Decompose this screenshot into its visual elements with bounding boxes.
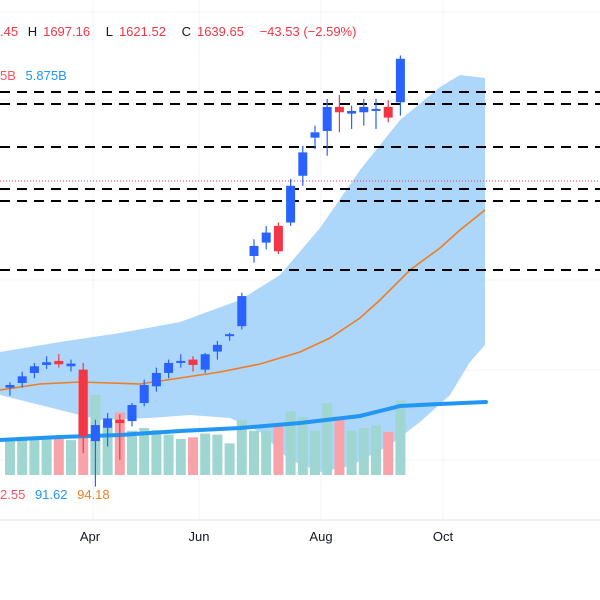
volume-legend: 5B 5.875B (0, 67, 73, 85)
candle-body (115, 419, 125, 424)
x-tick-label-apr: Apr (79, 529, 101, 544)
ohlc-low-value: 1621.52 (118, 24, 166, 39)
candle-body (200, 354, 210, 370)
volume-bar (163, 434, 174, 475)
volume-bar (310, 430, 320, 475)
indicator-value-a: 2.55 (0, 487, 26, 502)
volume-bar (383, 431, 394, 475)
candle-body (54, 360, 64, 365)
envelope-band (0, 75, 485, 472)
candle-body (176, 360, 186, 363)
candle-body (139, 384, 149, 404)
candle-body (66, 363, 76, 367)
candle-body (103, 418, 113, 428)
ohlc-close-value: 1639.65 (196, 24, 244, 39)
candle-body (371, 108, 381, 111)
candle-body (286, 185, 296, 223)
volume-bar (151, 430, 162, 475)
volume-bar (395, 400, 406, 475)
candle-body (212, 344, 222, 352)
candle-body (383, 106, 393, 118)
volume-bar (322, 403, 333, 475)
volume-bar (17, 436, 28, 475)
volume-bar (297, 417, 308, 475)
candle-body (5, 384, 15, 388)
volume-bar (188, 437, 198, 475)
volume-bar (200, 433, 211, 475)
x-tick-label-jun: Jun (188, 529, 210, 544)
candle-body (249, 245, 259, 256)
volume-bar (285, 411, 296, 475)
candle-body (322, 106, 332, 131)
volume-bar (175, 439, 186, 475)
volume-value-b: 5.875B (25, 68, 67, 83)
candle-body (237, 296, 247, 327)
indicator-value-c: 94.18 (77, 487, 110, 502)
volume-bar (53, 439, 64, 475)
candle-body (359, 106, 369, 113)
candle-body (395, 58, 405, 103)
candle-body (188, 359, 198, 365)
volume-bar (371, 425, 381, 475)
ohlc-open-value: .45 (0, 24, 19, 39)
indicator-value-b: 91.62 (34, 487, 68, 502)
candle-body (347, 110, 357, 114)
moving-average-line (0, 209, 486, 391)
volume-bar (212, 434, 223, 475)
ohlc-high-value: 1697.16 (43, 24, 91, 39)
candle-body (261, 232, 271, 243)
candle-body (164, 362, 174, 373)
volume-bar (139, 428, 150, 475)
volume-bar (249, 430, 259, 475)
volume-bar (41, 439, 52, 475)
ohlc-high-label: H (27, 24, 38, 39)
candle-body (17, 376, 27, 383)
candle-body (310, 132, 320, 138)
ohlc-close-label: C (181, 24, 191, 39)
volume-bar (346, 430, 357, 475)
volume-value-a: 5B (0, 68, 16, 83)
volume-bar (29, 437, 40, 475)
ohlc-low-label: L (105, 24, 113, 39)
candle-body (78, 369, 88, 437)
candle-body (90, 425, 100, 442)
volume-bar (273, 424, 284, 475)
x-tick-label-oct: Oct (432, 529, 454, 544)
candlesticks (5, 55, 405, 487)
volume-moving-average-line (0, 400, 488, 442)
volume-bar (66, 440, 76, 475)
candle-body (127, 405, 137, 422)
candle-body (273, 225, 283, 252)
horizontal-levels (0, 91, 600, 271)
volume-bar (261, 430, 272, 475)
candle-body (298, 152, 308, 176)
volume-bar (334, 419, 345, 475)
volume-bar (127, 430, 137, 475)
candle-body (334, 106, 344, 113)
volume-bar (236, 419, 247, 475)
candle-body (151, 372, 161, 387)
ohlc-legend: .45 H 1697.16 L 1621.52 C 1639.65 −43.53 (−… (0, 23, 362, 41)
candle-body (29, 366, 39, 373)
volume-bar (5, 439, 15, 475)
ohlc-change-value: −43.53 (−2.59%) (259, 24, 357, 39)
candle-body (225, 334, 235, 337)
volume-bar (102, 422, 113, 475)
volume-bar (358, 428, 369, 475)
volume-bar (224, 443, 235, 475)
x-tick-label-aug: Aug (309, 529, 333, 544)
candle-body (42, 362, 52, 365)
indicator-legend: 2.55 91.62 94.18 (0, 486, 116, 504)
